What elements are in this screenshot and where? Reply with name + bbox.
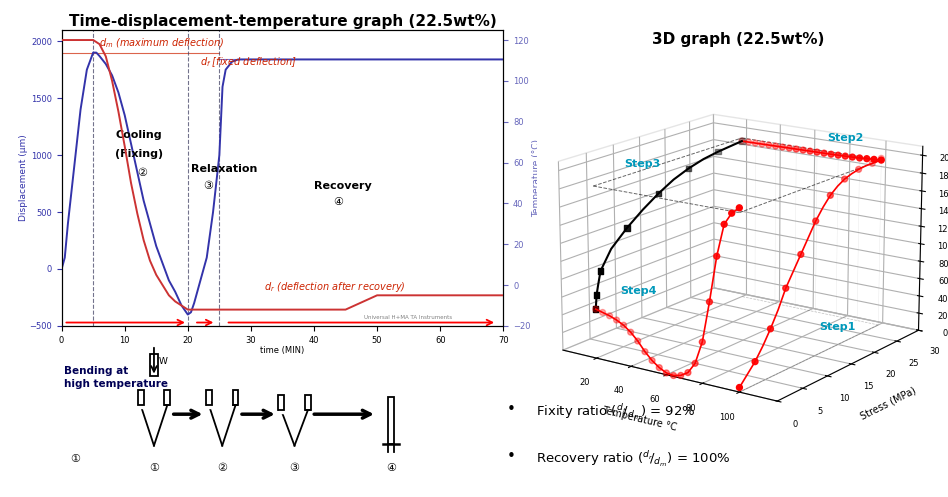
Title: 3D graph (22.5wt%): 3D graph (22.5wt%) [651,32,824,47]
Text: W: W [159,357,168,366]
Bar [137,390,143,406]
Bar [305,395,311,411]
Text: $d_f$ [fixed deflection]: $d_f$ [fixed deflection] [200,55,297,69]
Text: ④: ④ [333,197,343,207]
X-axis label: time (MIN): time (MIN) [261,346,304,355]
X-axis label: Temperature °C: Temperature °C [601,405,678,432]
Bar [207,398,211,408]
Text: Relaxation: Relaxation [191,164,257,174]
Text: ③: ③ [204,181,213,191]
Y-axis label: Displacement (μm): Displacement (μm) [19,135,27,221]
Bar [232,390,238,406]
Text: ④: ④ [386,463,396,473]
Text: ③: ③ [289,463,300,473]
Y-axis label: Temperature (°C): Temperature (°C) [532,139,541,217]
Text: Fixity ratio ($^{d_f}\!/_{d_m}$) = 92%: Fixity ratio ($^{d_f}\!/_{d_m}$) = 92% [536,402,695,421]
Text: Recovery: Recovery [314,181,372,191]
Title: Time-displacement-temperature graph (22.5wt%): Time-displacement-temperature graph (22.… [68,13,497,29]
Text: •: • [507,402,516,417]
Bar [206,390,211,406]
Text: Recovery ratio ($^{d_r}\!/_{d_m}$) = 100%: Recovery ratio ($^{d_r}\!/_{d_m}$) = 100… [536,449,730,469]
Text: Universal H+MA TA Instruments: Universal H+MA TA Instruments [364,315,452,320]
Text: •: • [507,449,516,465]
Bar [150,354,158,376]
Text: Bending at
high temperature: Bending at high temperature [64,366,168,389]
Text: $d_r$ (deflection after recovery): $d_r$ (deflection after recovery) [264,279,405,294]
Bar [388,397,393,444]
Bar [279,403,283,413]
Text: ②: ② [217,463,228,473]
Text: ①: ① [71,454,81,464]
Text: (Fixing): (Fixing) [116,150,163,160]
Bar [138,398,143,408]
Text: ①: ① [149,463,159,473]
Bar [164,390,170,406]
Y-axis label: Stress (MPa): Stress (MPa) [859,386,918,421]
Text: Cooling: Cooling [116,130,162,140]
Text: $d_m$ (maximum deflection): $d_m$ (maximum deflection) [100,36,225,50]
Bar [279,395,284,411]
Text: ②: ② [137,167,147,177]
